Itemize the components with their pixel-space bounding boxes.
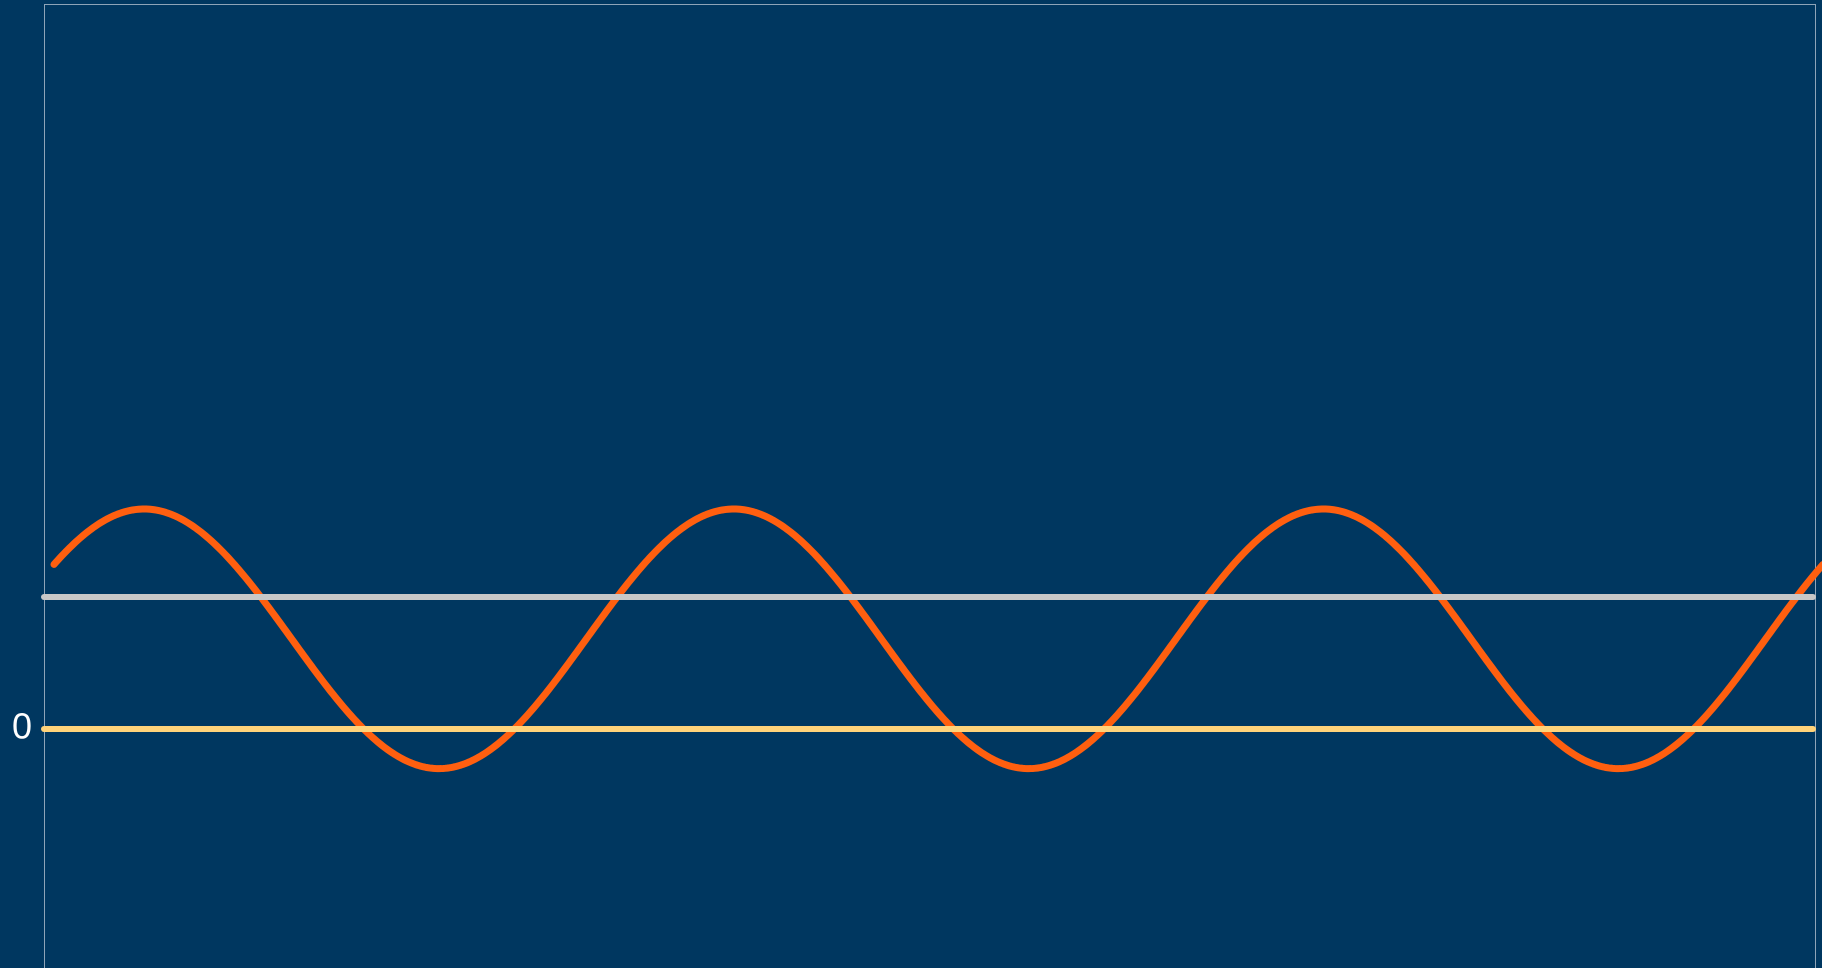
plot-frame [44,4,1816,968]
y-axis-ticks: 0 [12,706,32,747]
series-sine-line [50,505,1822,773]
y-tick-label: 0 [12,706,32,747]
series-layer [41,505,1822,773]
